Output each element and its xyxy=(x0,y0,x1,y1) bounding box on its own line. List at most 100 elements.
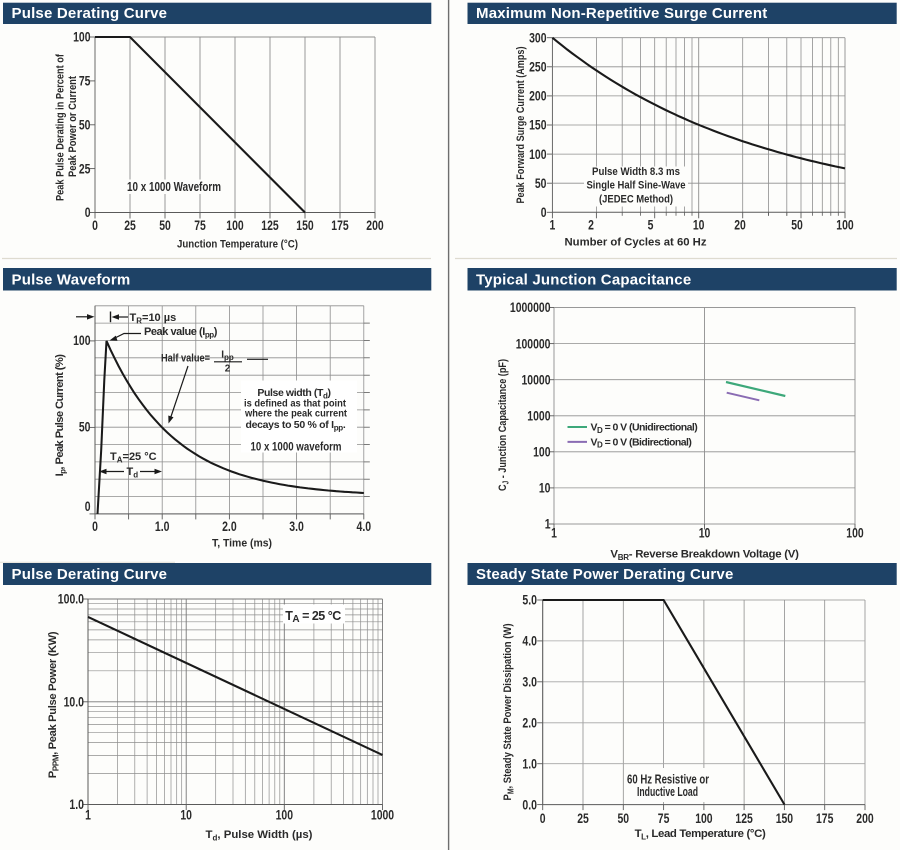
svg-text:Ip, Peak Pulse Current (%): Ip, Peak Pulse Current (%) xyxy=(54,354,67,477)
svg-text:1000: 1000 xyxy=(371,808,394,823)
svg-text:100: 100 xyxy=(846,526,863,541)
svg-text:10 x 1000 Waveform: 10 x 1000 Waveform xyxy=(127,179,221,194)
svg-text:100: 100 xyxy=(73,30,90,45)
svg-text:0: 0 xyxy=(92,218,98,233)
svg-text:TL, Lead Temperature (°C): TL, Lead Temperature (°C) xyxy=(635,828,766,841)
svg-text:150: 150 xyxy=(296,218,313,233)
svg-text:20: 20 xyxy=(734,218,746,233)
svg-text:4.0: 4.0 xyxy=(357,519,372,534)
svg-text:Half value=: Half value= xyxy=(161,353,210,365)
svg-text:0: 0 xyxy=(541,205,547,220)
svg-text:3.0: 3.0 xyxy=(289,519,304,534)
svg-text:10: 10 xyxy=(699,526,711,541)
svg-text:Typical Junction Capacitance: Typical Junction Capacitance xyxy=(476,272,691,289)
svg-text:5: 5 xyxy=(648,218,654,233)
svg-text:125: 125 xyxy=(735,811,753,826)
svg-text:100.0: 100.0 xyxy=(58,592,84,607)
svg-text:0: 0 xyxy=(540,811,546,826)
svg-text:75: 75 xyxy=(658,811,670,826)
svg-text:50: 50 xyxy=(535,176,547,191)
svg-text:1: 1 xyxy=(545,517,551,532)
svg-text:0: 0 xyxy=(85,499,91,514)
svg-text:TA=25 °C: TA=25 °C xyxy=(110,451,157,464)
svg-text:Td, Pulse Width (µs): Td, Pulse Width (µs) xyxy=(206,829,313,842)
svg-text:is defined as that point: is defined as that point xyxy=(244,397,346,409)
svg-text:300: 300 xyxy=(529,30,546,45)
svg-text:25: 25 xyxy=(79,161,91,176)
svg-text:Peak Pulse Derating in Percent: Peak Pulse Derating in Percent of xyxy=(55,54,67,201)
svg-text:10.0: 10.0 xyxy=(64,695,84,710)
svg-text:Pulse Waveform: Pulse Waveform xyxy=(12,272,131,289)
svg-text:0.0: 0.0 xyxy=(522,797,537,812)
svg-text:100: 100 xyxy=(226,218,243,233)
svg-text:100: 100 xyxy=(695,811,712,826)
svg-text:150: 150 xyxy=(529,118,546,133)
svg-text:1.0: 1.0 xyxy=(522,756,537,771)
svg-text:Peak Power or Current: Peak Power or Current xyxy=(67,76,79,177)
svg-text:175: 175 xyxy=(331,218,349,233)
svg-text:1000000: 1000000 xyxy=(510,300,551,315)
svg-text:Td: Td xyxy=(127,466,139,479)
svg-text:0: 0 xyxy=(92,519,98,534)
svg-text:1: 1 xyxy=(551,526,557,541)
svg-text:CJ - Junction Capacitance (pF): CJ - Junction Capacitance (pF) xyxy=(497,359,510,491)
svg-text:100: 100 xyxy=(73,333,90,348)
svg-text:TA = 25 °C: TA = 25 °C xyxy=(285,609,341,625)
svg-text:Pulse Derating Curve: Pulse Derating Curve xyxy=(12,5,168,22)
svg-text:VBR- Reverse Breakdown Voltage: VBR- Reverse Breakdown Voltage (V) xyxy=(610,549,799,562)
svg-text:50: 50 xyxy=(618,811,630,826)
svg-text:2: 2 xyxy=(588,218,594,233)
svg-text:100: 100 xyxy=(836,218,853,233)
svg-text:Ipp: Ipp xyxy=(221,350,234,362)
svg-text:50: 50 xyxy=(159,218,171,233)
svg-text:200: 200 xyxy=(856,811,873,826)
svg-text:VD = 0 V (Bidirectional): VD = 0 V (Bidirectional) xyxy=(591,436,692,449)
svg-text:5.0: 5.0 xyxy=(522,593,537,608)
svg-text:1: 1 xyxy=(550,218,556,233)
svg-text:1.0: 1.0 xyxy=(69,797,84,812)
svg-text:Pulse Derating Curve: Pulse Derating Curve xyxy=(12,566,168,583)
svg-text:1000: 1000 xyxy=(527,408,550,423)
svg-text:0: 0 xyxy=(85,205,91,220)
svg-text:1: 1 xyxy=(85,808,91,823)
svg-text:10: 10 xyxy=(693,218,705,233)
svg-text:125: 125 xyxy=(261,218,279,233)
svg-text:Pulse width (Td): Pulse width (Td) xyxy=(257,387,330,400)
svg-text:100: 100 xyxy=(529,147,546,162)
svg-text:175: 175 xyxy=(816,811,834,826)
svg-text:Pulse Width 8.3 ms: Pulse Width 8.3 ms xyxy=(592,166,680,178)
svg-text:TR=10 µs: TR=10 µs xyxy=(130,312,177,325)
svg-text:10000: 10000 xyxy=(522,372,551,387)
svg-text:150: 150 xyxy=(776,811,793,826)
svg-text:3.0: 3.0 xyxy=(522,675,537,690)
svg-text:2.0: 2.0 xyxy=(222,519,237,534)
svg-text:50: 50 xyxy=(79,117,91,132)
svg-text:T, Time (ms): T, Time (ms) xyxy=(212,538,272,550)
svg-text:25: 25 xyxy=(577,811,589,826)
svg-text:where the peak current: where the peak current xyxy=(244,407,347,419)
svg-text:Maximum Non-Repetitive Surge C: Maximum Non-Repetitive Surge Current xyxy=(476,5,767,22)
svg-text:50: 50 xyxy=(79,419,91,434)
svg-text:2.0: 2.0 xyxy=(522,716,537,731)
svg-text:50: 50 xyxy=(791,218,803,233)
svg-text:(JEDEC Method): (JEDEC Method) xyxy=(599,194,673,206)
svg-text:75: 75 xyxy=(79,74,91,89)
svg-text:60 Hz Resistive or: 60 Hz Resistive or xyxy=(627,772,709,787)
svg-text:Peak Forward Surge Current (Am: Peak Forward Surge Current (Amps) xyxy=(515,46,527,203)
svg-text:VD = 0 V (Unidirectional): VD = 0 V (Unidirectional) xyxy=(591,422,698,435)
svg-text:75: 75 xyxy=(194,218,206,233)
svg-text:2: 2 xyxy=(225,364,231,375)
svg-text:1.0: 1.0 xyxy=(155,519,170,534)
svg-text:PM, Steady State Power Dissipa: PM, Steady State Power Dissipation (W) xyxy=(502,623,515,800)
svg-text:4.0: 4.0 xyxy=(522,634,537,649)
svg-text:25: 25 xyxy=(124,218,136,233)
svg-text:decays to 50 % of Ipp.: decays to 50 % of Ipp. xyxy=(245,419,345,432)
svg-text:Inductive Load: Inductive Load xyxy=(637,784,698,799)
svg-text:PPPM, Peak Pulse Power (KW): PPPM, Peak Pulse Power (KW) xyxy=(47,631,60,778)
svg-text:Steady State Power Derating Cu: Steady State Power Derating Curve xyxy=(476,566,734,583)
svg-text:100: 100 xyxy=(276,808,293,823)
svg-text:Number of Cycles at 60 Hz: Number of Cycles at 60 Hz xyxy=(565,237,707,249)
svg-text:10: 10 xyxy=(539,481,551,496)
svg-text:100: 100 xyxy=(533,445,550,460)
svg-text:10: 10 xyxy=(180,808,192,823)
